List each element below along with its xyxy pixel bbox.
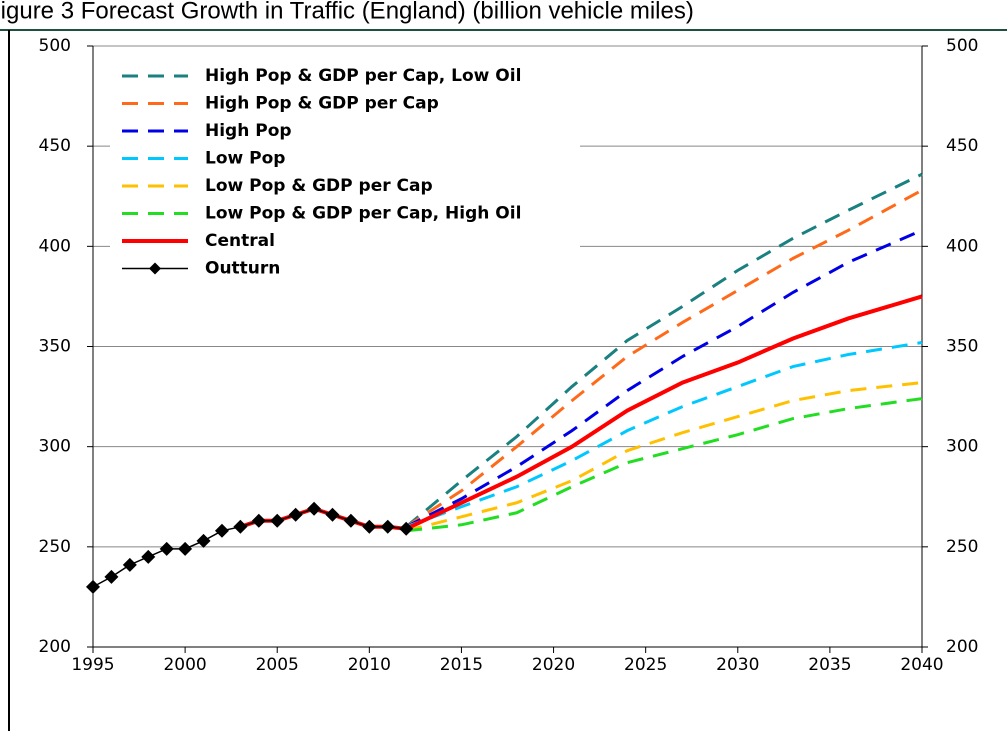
y-tick-label: 450 (39, 136, 71, 156)
series-line (405, 172, 923, 528)
marker (86, 579, 100, 594)
x-tick-label: 1995 (71, 655, 114, 675)
y2-tick-label: 300 (946, 437, 978, 457)
x-tick-label: 2020 (532, 655, 575, 675)
marker (399, 521, 414, 536)
x-tick-label: 2040 (900, 655, 943, 675)
marker (362, 519, 377, 534)
marker (104, 569, 119, 584)
marker (343, 513, 358, 528)
x-tick-label: 2025 (624, 655, 667, 675)
marker (141, 549, 156, 564)
y-tick-label: 350 (39, 337, 71, 357)
marker (214, 523, 229, 538)
legend-label: Outturn (205, 259, 280, 279)
series-line (405, 381, 923, 533)
marker (270, 513, 285, 528)
marker (196, 533, 211, 548)
series-line (92, 507, 407, 588)
legend-label: High Pop & GDP per Cap (205, 94, 439, 114)
series-line (405, 341, 923, 529)
marker (307, 501, 322, 516)
marker (251, 513, 266, 528)
x-tick-label: 2030 (716, 655, 759, 675)
legend-label: Central (205, 231, 275, 251)
y2-tick-label: 500 (946, 36, 978, 56)
legend-marker (149, 262, 161, 275)
legend-label: High Pop (205, 121, 292, 141)
series-line (406, 397, 923, 533)
marker (325, 507, 340, 522)
x-tick-label: 2010 (348, 655, 391, 675)
y-tick-label: 300 (39, 437, 71, 457)
y-tick-label: 200 (39, 637, 71, 657)
marker (122, 557, 137, 572)
x-tick-label: 2015 (440, 655, 483, 675)
series-line (405, 188, 923, 529)
x-tick-label: 2000 (163, 655, 206, 675)
legend-label: Low Pop & GDP per Cap, High Oil (205, 204, 521, 224)
y2-tick-label: 450 (946, 136, 978, 156)
legend-label: Low Pop (205, 149, 285, 169)
chart-title: Figure 3 Forecast Growth in Traffic (Eng… (0, 0, 694, 24)
marker (233, 519, 248, 534)
y2-tick-label: 400 (946, 236, 978, 256)
y2-tick-label: 200 (946, 637, 978, 657)
marker (178, 541, 193, 556)
y-tick-label: 500 (39, 36, 71, 56)
series-line (405, 228, 923, 529)
y2-tick-label: 350 (946, 337, 978, 357)
legend-box (110, 58, 580, 284)
marker (159, 541, 174, 556)
y2-tick-label: 250 (946, 537, 978, 557)
y-tick-label: 400 (39, 236, 71, 256)
x-tick-label: 2005 (256, 655, 299, 675)
legend-label: Low Pop & GDP per Cap (205, 176, 433, 196)
x-tick-label: 2035 (808, 655, 851, 675)
marker (288, 507, 303, 522)
y-tick-label: 250 (39, 537, 71, 557)
series-line (239, 294, 923, 531)
marker (380, 519, 395, 534)
legend-label: High Pop & GDP per Cap, Low Oil (205, 66, 521, 86)
